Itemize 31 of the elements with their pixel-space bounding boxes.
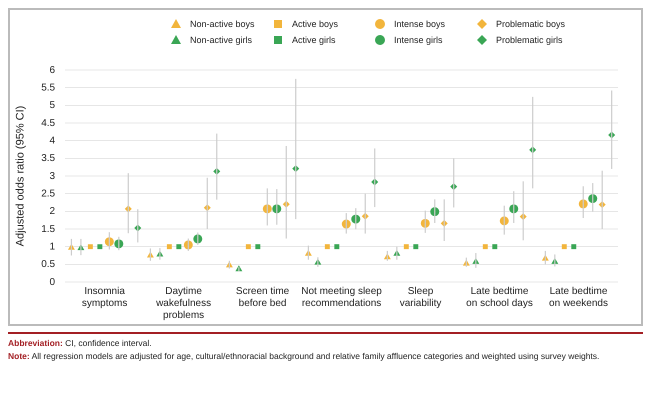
y-tick-label: 5.5 <box>41 82 56 94</box>
y-tick-label: 6 <box>50 64 56 76</box>
y-tick-label: 3 <box>50 170 56 182</box>
y-tick-label: 2.5 <box>41 188 56 200</box>
y-tick-label: 5 <box>50 100 56 112</box>
x-tick-label: Screen time before bed <box>236 286 290 309</box>
x-tick-label: Late bedtime on weekends <box>549 286 608 309</box>
legend-label: Non-active boys <box>190 19 255 29</box>
legend-label: Intense boys <box>394 19 446 29</box>
y-tick-label: 2 <box>50 206 56 218</box>
y-tick-label: 1.5 <box>41 224 56 235</box>
legend-label: Problematic boys <box>496 19 566 29</box>
y-tick-label: 4 <box>50 135 56 146</box>
text: Abbreviation: CI, confidence interval. <box>8 338 152 348</box>
y-tick-label: 1 <box>50 241 56 252</box>
legend-label: Active boys <box>292 19 338 29</box>
x-tick-label: Not meeting sleep recommendations <box>301 286 382 309</box>
y-tick-label: 4.5 <box>41 118 56 129</box>
y-axis-title: Adjusted odds ratio (95% CI) <box>14 106 27 246</box>
y-tick-label: 0.5 <box>41 259 56 270</box>
x-tick-label: Late bedtime on school days <box>466 286 533 309</box>
text: Note: All regression models are adjusted for age, cultural/ethnoracial background and relative family affluence categories and weighted using survey weights. <box>8 351 600 361</box>
legend-label: Problematic girls <box>496 35 563 45</box>
legend-label: Intense girls <box>394 35 443 45</box>
x-tick-label: Insomnia symptoms <box>82 286 128 309</box>
y-tick-label: 3.5 <box>41 153 56 164</box>
legend-label: Non-active girls <box>190 35 252 45</box>
y-tick-label: 0 <box>50 276 56 288</box>
x-tick-label: Daytime wakefulness problems <box>155 286 212 321</box>
x-tick-label: Sleep variability <box>400 286 442 309</box>
legend-label: Active girls <box>292 35 336 45</box>
